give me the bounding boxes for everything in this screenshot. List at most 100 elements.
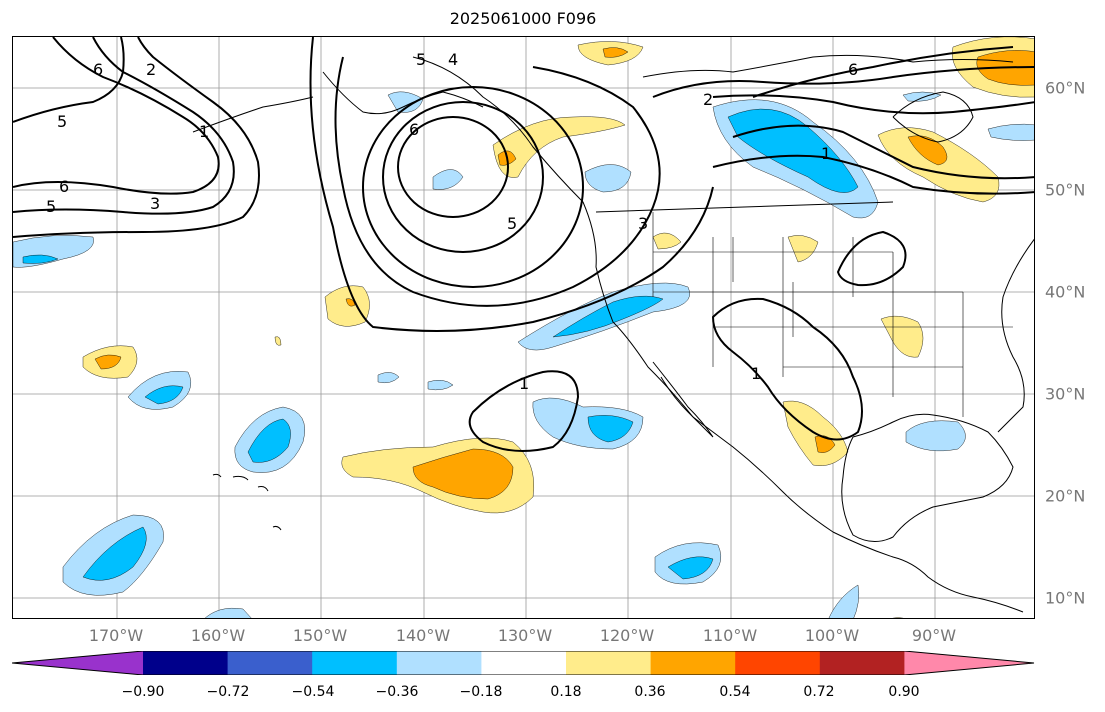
lon-label: 170°W — [88, 626, 144, 645]
contour-label: 1 — [199, 122, 209, 141]
pos-area-ne2 — [652, 232, 682, 250]
contour-label: 1 — [751, 364, 761, 383]
colorbar-tick: −0.36 — [375, 684, 419, 700]
lon-label: 110°W — [702, 626, 758, 645]
colorbar-tick: 0.36 — [634, 684, 666, 700]
lat-label: 60°N — [1045, 78, 1086, 98]
contour-ridge-1 — [652, 66, 1034, 98]
neg-area-gulf — [905, 420, 966, 452]
neg-area-se2 — [828, 584, 860, 618]
contour-ridge-2 — [712, 94, 1034, 115]
colorbar-segment — [143, 651, 229, 675]
colorbar-segment — [650, 651, 736, 675]
map-canvas: 6 5 4 2 5 6 3 5 6 5 1 3 1 6 2 1 1 — [13, 37, 1034, 618]
neg-area-ne — [987, 123, 1034, 141]
neg-core-nw — [22, 254, 59, 264]
contour-ridge-4 — [712, 154, 1034, 195]
lon-label: 140°W — [395, 626, 451, 645]
contour-label: 6 — [93, 60, 103, 79]
colorbar-segment — [735, 651, 821, 675]
contour-label: 3 — [150, 194, 160, 213]
colorbar-segments — [12, 651, 1035, 675]
contour-low-2 — [382, 101, 544, 253]
contour-w-1 — [13, 37, 220, 195]
lat-label: 40°N — [1045, 282, 1086, 302]
contour-label: 5 — [46, 197, 56, 216]
colorbar-tick: −0.72 — [206, 684, 250, 700]
colorbar-segment — [396, 651, 482, 675]
colorbar — [12, 651, 1035, 675]
neg-area-small1 — [432, 169, 464, 190]
colorbar-tick: −0.54 — [291, 684, 335, 700]
colorbar-outline — [12, 651, 1035, 675]
lon-label: 90°W — [911, 626, 957, 645]
lat-label: 50°N — [1045, 180, 1086, 200]
colorbar-extend-low — [12, 651, 143, 675]
contour-label: 2 — [703, 90, 713, 109]
contour-low-3 — [362, 86, 584, 288]
contour-w-4 — [13, 37, 125, 123]
lat-label: 30°N — [1045, 384, 1086, 404]
pos-area-small — [274, 336, 282, 346]
contour-w-3 — [13, 37, 260, 238]
contour-plains — [836, 230, 907, 287]
neg-core-hawaii — [247, 418, 291, 463]
colorbar-segment — [566, 651, 652, 675]
geopotential-contours — [13, 37, 1034, 452]
neg-core-subtrop-w — [144, 385, 184, 405]
colorbar-tick: −0.90 — [121, 684, 165, 700]
pos-area-pac — [324, 285, 370, 327]
neg-area-s — [204, 607, 252, 618]
lon-label: 150°W — [292, 626, 348, 645]
pos-area-south — [892, 617, 904, 618]
contour-label: 5 — [57, 112, 67, 131]
pos-core-hi-nw — [94, 354, 122, 370]
pos-core-n — [602, 47, 629, 58]
contour-label: 1 — [821, 144, 831, 163]
contour-label: 6 — [848, 60, 858, 79]
contour-sub-low — [468, 370, 580, 452]
pos-core-pac — [345, 298, 356, 307]
contour-label: 5 — [507, 214, 517, 233]
contour-low-4 — [334, 56, 661, 307]
colorbar-tick: 0.90 — [888, 684, 920, 700]
contour-w-2 — [13, 37, 235, 215]
neg-area-small2 — [427, 379, 454, 391]
neg-core-mexico-w — [587, 415, 634, 443]
map-panel: 6 5 4 2 5 6 3 5 6 5 1 3 1 6 2 1 1 — [12, 36, 1035, 619]
neg-core-sw — [82, 526, 147, 581]
neg-area-gulf-alaska — [387, 91, 424, 113]
neg-core-california — [552, 295, 664, 338]
graticule — [13, 37, 1034, 618]
neg-area-bc — [584, 164, 632, 193]
neg-area-small3 — [377, 372, 400, 384]
contour-low-5 — [309, 37, 714, 332]
lon-label: 130°W — [497, 626, 553, 645]
contour-ridge-3 — [732, 124, 1034, 180]
colorbar-segment — [481, 651, 567, 675]
contour-sw-us — [711, 297, 863, 441]
lon-label: 120°W — [599, 626, 655, 645]
lat-label: 20°N — [1045, 486, 1086, 506]
lat-label: 10°N — [1045, 588, 1086, 608]
anomaly-shading — [13, 37, 1034, 618]
colorbar-tick: 0.18 — [550, 684, 582, 700]
colorbar-segment — [312, 651, 398, 675]
pos-core-sub — [412, 448, 514, 500]
colorbar-tick: 0.54 — [719, 684, 751, 700]
colorbar-extend-high — [904, 651, 1034, 675]
contour-label: 5 — [416, 50, 426, 69]
contour-low-inner — [397, 116, 509, 218]
contour-label-group: 6 5 4 2 5 6 3 5 6 5 1 3 1 6 2 1 1 — [46, 50, 858, 393]
lon-label: 160°W — [190, 626, 246, 645]
colorbar-segment — [819, 651, 905, 675]
contour-label: 1 — [519, 374, 529, 393]
contour-label: 3 — [638, 214, 648, 233]
contour-label: 6 — [59, 177, 69, 196]
colorbar-tick: −0.18 — [459, 684, 503, 700]
pos-area-nm — [787, 235, 819, 263]
contour-label: 6 — [409, 120, 419, 139]
pos-area-plains — [880, 315, 924, 358]
lon-label: 100°W — [804, 626, 860, 645]
colorbar-segment — [227, 651, 313, 675]
